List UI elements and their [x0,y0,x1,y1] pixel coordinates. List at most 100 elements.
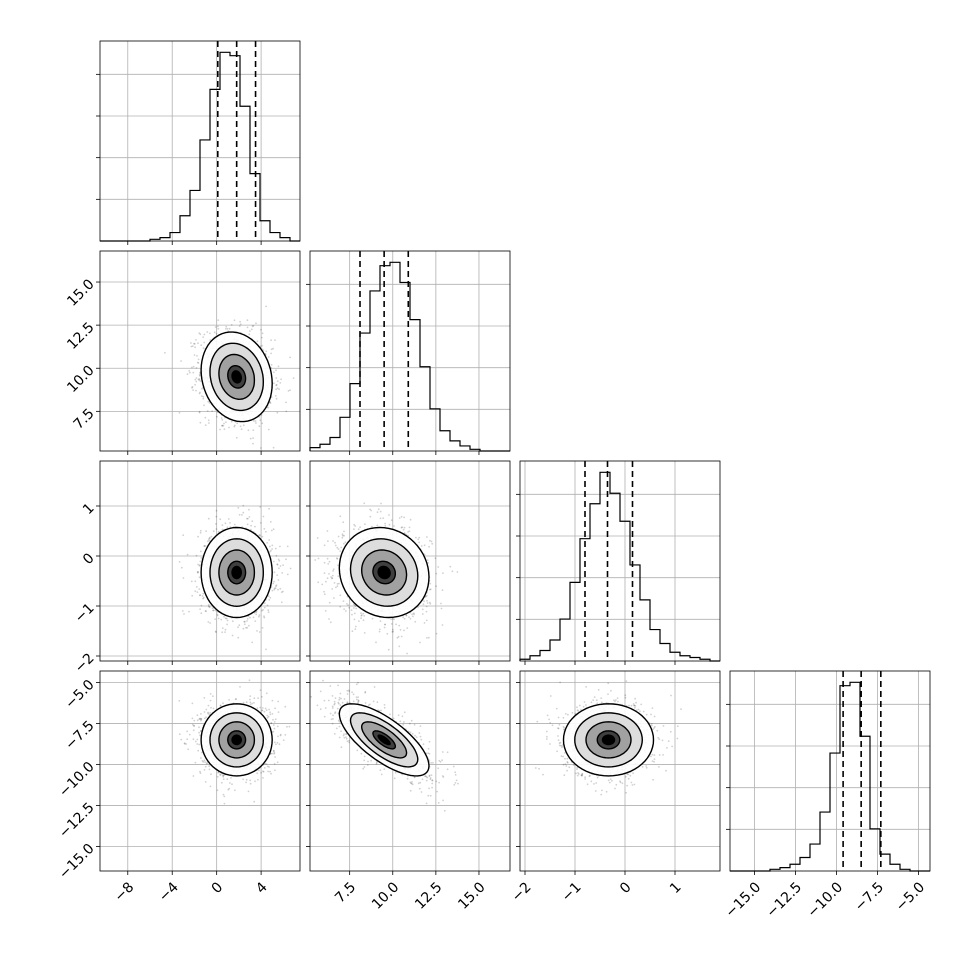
sample-point [369,515,372,518]
sample-point [401,526,404,529]
sample-point [191,366,193,369]
sample-point [200,612,203,615]
sample-point [277,579,280,581]
sample-point [328,573,330,575]
sample-point [282,590,284,593]
sample-point [331,588,334,590]
sample-point [261,422,264,425]
sample-point [233,523,236,526]
sample-point [182,577,185,579]
sample-point [197,563,200,566]
sample-point [363,632,366,634]
sample-point [360,614,363,617]
sample-point [332,570,334,572]
sample-point [192,389,195,391]
sample-point [199,560,202,563]
sample-point [277,588,279,591]
panel-frame [309,250,511,452]
sample-point [191,702,194,705]
sample-point [208,605,211,608]
sample-point [327,540,329,542]
sample-point [203,333,206,336]
sample-point [260,447,262,449]
sample-point [217,617,220,620]
sample-point [231,634,234,637]
sample-point [402,616,404,619]
sample-point [199,371,201,374]
sample-point [221,424,224,427]
sample-point [339,515,342,518]
sample-point [222,424,225,427]
sample-point [328,618,330,620]
sample-point [246,620,248,622]
sample-point [199,608,202,610]
sample-point [274,718,277,721]
sample-point [419,641,421,644]
sample-point [255,611,258,614]
sample-point [199,333,202,336]
sample-point [252,324,255,327]
sample-point [255,322,257,325]
sample-point [270,549,272,552]
sample-point [376,511,379,514]
sample-point [186,373,189,375]
sample-point [255,613,258,616]
sample-point [331,574,334,577]
sample-point [427,636,430,639]
sample-point [205,716,208,719]
sample-point [202,761,205,763]
sample-point [421,613,424,615]
sample-point [214,618,217,620]
sample-point [333,582,336,584]
sample-point [314,559,317,561]
contour-line [200,526,273,619]
sample-point [400,515,403,518]
panel-frame [519,460,721,662]
sample-point [440,602,442,605]
sample-point [362,619,365,622]
sample-point [328,601,331,604]
sample-point [205,530,208,532]
sample-point [252,429,255,431]
sample-point [199,594,202,596]
sample-point [275,384,278,387]
sample-point [268,539,271,541]
contour-line [218,353,256,401]
panel-frame [99,40,301,242]
sample-point [425,595,427,598]
sample-point [400,526,403,529]
sample-point [275,369,277,372]
sample-point [262,515,265,518]
sample-point [337,564,339,567]
sample-point [211,607,214,609]
sample-point [199,421,202,424]
sample-point [334,544,337,547]
contour-line [209,538,265,608]
sample-point [327,563,330,565]
panel-frame [99,460,301,662]
sample-point [207,400,210,403]
sample-point [253,697,256,700]
sample-point [263,615,265,618]
sample-point [246,517,248,520]
sample-point [336,583,339,585]
sample-point [378,630,381,633]
sample-point [329,621,332,624]
sample-point [217,325,219,328]
sample-point [286,545,289,548]
sample-point [428,601,431,604]
sample-point [260,328,262,331]
sample-point [233,424,236,427]
sample-point [214,630,217,633]
sample-point [261,332,264,335]
sample-point [341,536,344,539]
sample-point [220,781,223,784]
sample-point [412,612,415,615]
sample-point [204,545,207,547]
sample-point [364,523,366,525]
sample-point [217,327,220,330]
sample-point [199,529,202,532]
sample-point [198,588,201,590]
sample-point [226,327,229,330]
